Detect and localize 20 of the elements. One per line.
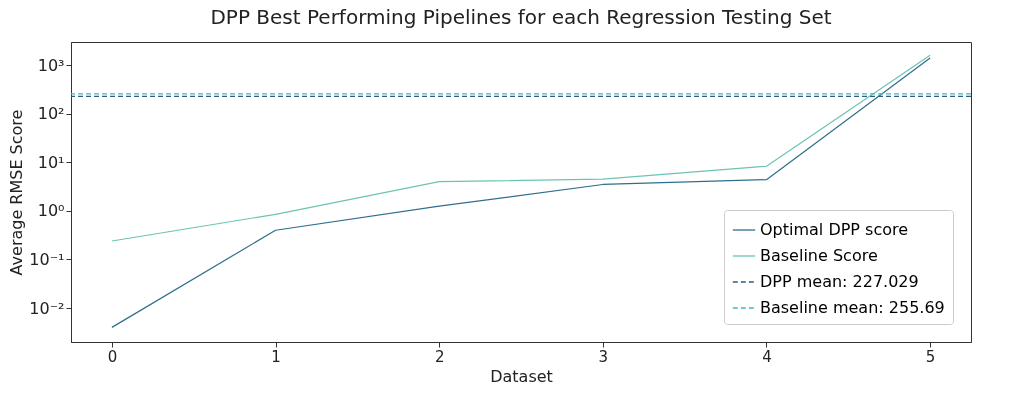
y-tick-label: 10¹ bbox=[37, 152, 65, 172]
y-tick-label: 10³ bbox=[37, 55, 65, 75]
x-tick-label: 4 bbox=[762, 347, 772, 366]
y-tick-label: 10⁰ bbox=[37, 201, 65, 221]
x-tick-label: 0 bbox=[107, 347, 118, 366]
y-tick-label: 10² bbox=[37, 104, 65, 124]
y-tick-label: 10⁻¹ bbox=[29, 249, 65, 269]
y-tick-label: 10⁻² bbox=[29, 298, 65, 318]
legend-label: DPP mean: 227.029 bbox=[760, 272, 919, 291]
x-tick-label: 5 bbox=[925, 347, 936, 366]
chart-title: DPP Best Performing Pipelines for each Regression Testing Set bbox=[210, 5, 832, 29]
legend-label: Baseline Score bbox=[760, 246, 878, 265]
x-tick-label: 3 bbox=[598, 347, 609, 366]
line-series bbox=[111, 54, 931, 242]
x-tick-label: 2 bbox=[434, 347, 445, 366]
y-axis-title: Average RMSE Score bbox=[7, 109, 27, 276]
x-tick-label: 1 bbox=[271, 347, 281, 366]
legend-label: Optimal DPP score bbox=[760, 220, 909, 239]
legend-label: Baseline mean: 255.69 bbox=[760, 298, 945, 317]
x-axis-title: Dataset bbox=[490, 366, 553, 386]
